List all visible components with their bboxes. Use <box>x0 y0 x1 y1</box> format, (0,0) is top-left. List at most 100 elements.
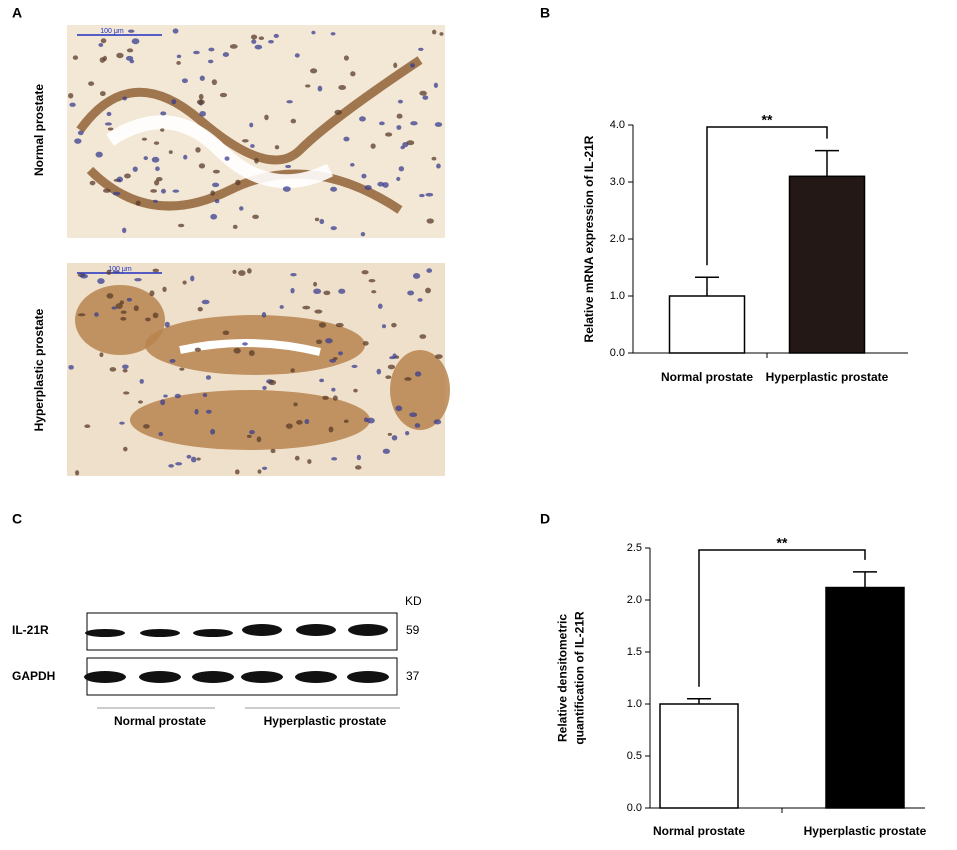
nucleus <box>207 59 214 64</box>
band <box>139 671 181 683</box>
nucleus <box>254 44 263 50</box>
nucleus <box>126 48 134 53</box>
nucleus <box>313 288 322 295</box>
nucleus <box>364 184 372 191</box>
nucleus <box>160 188 167 194</box>
nucleus <box>99 352 104 358</box>
nucleus <box>285 164 292 169</box>
nucleus <box>432 29 437 35</box>
nucleus <box>84 424 91 429</box>
nucleus <box>382 448 390 454</box>
nucleus <box>396 125 402 130</box>
panel-letter: D <box>540 511 550 527</box>
nucleus <box>190 275 195 282</box>
lumen <box>106 115 334 189</box>
nucleus <box>330 186 338 192</box>
nucleus <box>224 156 230 161</box>
nucleus <box>137 400 144 404</box>
tissue <box>76 56 423 165</box>
y-tick-label: 2.5 <box>627 542 642 554</box>
nucleus <box>409 412 418 418</box>
nucleus <box>154 179 160 186</box>
nucleus <box>293 402 298 407</box>
y-tick-label: 2.0 <box>610 233 625 245</box>
nucleus <box>68 364 74 370</box>
nucleus <box>205 375 212 380</box>
unit-header: KD <box>405 594 422 608</box>
nucleus <box>314 217 320 222</box>
tissue <box>130 390 370 450</box>
nucleus <box>106 293 114 299</box>
nucleus <box>338 85 347 90</box>
band <box>348 624 388 636</box>
nucleus <box>252 214 259 220</box>
nucleus <box>222 330 230 336</box>
bar <box>668 295 746 354</box>
nucleus <box>222 52 230 58</box>
nucleus <box>131 38 140 45</box>
scale-label: 100 μm <box>100 28 124 35</box>
nucleus <box>199 75 205 81</box>
nucleus <box>186 454 192 459</box>
nucleus <box>233 347 241 354</box>
row-label: IL-21R <box>12 623 49 637</box>
nucleus <box>294 455 300 461</box>
band <box>84 671 126 683</box>
y-tick-label: 3.0 <box>610 176 625 188</box>
nucleus <box>331 387 336 392</box>
nucleus <box>343 419 349 423</box>
nucleus <box>122 364 129 369</box>
group-label: Normal prostate <box>114 714 206 728</box>
nucleus <box>305 84 311 88</box>
nucleus <box>68 92 74 99</box>
nucleus <box>310 68 318 74</box>
nucleus <box>294 53 300 58</box>
nucleus <box>319 378 325 383</box>
nucleus <box>356 454 362 461</box>
nucleus <box>208 47 215 52</box>
nucleus <box>248 350 255 356</box>
band <box>242 624 282 636</box>
nucleus <box>385 375 392 379</box>
nucleus <box>250 144 255 148</box>
bar <box>788 175 866 354</box>
nucleus <box>143 156 149 161</box>
nucleus <box>212 169 220 174</box>
nucleus <box>433 419 442 425</box>
nucleus <box>290 118 297 124</box>
x-tick-label: Hyperplastic prostate <box>766 370 889 384</box>
nucleus <box>307 459 312 464</box>
nucleus <box>196 457 201 461</box>
nucleus <box>331 457 338 461</box>
nucleus <box>179 367 185 371</box>
y-tick-label: 1.5 <box>627 646 642 658</box>
y-tick-label: 0.0 <box>627 802 642 814</box>
band <box>192 671 234 683</box>
nucleus <box>335 322 344 328</box>
significance-label: ** <box>777 535 788 551</box>
blot-bands <box>84 624 389 683</box>
nucleus <box>174 393 181 399</box>
row-label: GAPDH <box>12 669 55 683</box>
nucleus <box>160 111 167 116</box>
nucleus <box>313 281 318 287</box>
nucleus <box>355 465 362 470</box>
nucleus <box>229 44 238 49</box>
nucleus <box>139 378 144 384</box>
band <box>295 671 337 683</box>
group-label: Hyperplastic prostate <box>264 714 387 728</box>
nucleus <box>155 166 160 172</box>
nucleus <box>143 424 150 429</box>
weight-label: 59 <box>406 623 420 637</box>
nucleus <box>127 29 135 33</box>
scale-label: 100 μm <box>108 266 132 273</box>
nucleus <box>256 436 262 443</box>
nucleus <box>95 151 103 158</box>
nucleus <box>328 426 334 433</box>
nucleus <box>434 122 443 127</box>
nucleus <box>389 356 395 360</box>
nucleus <box>379 121 385 126</box>
nucleus <box>414 371 422 377</box>
y-axis-label: Relative mRNA expression of IL-21R <box>582 135 596 342</box>
nucleus <box>338 351 343 356</box>
